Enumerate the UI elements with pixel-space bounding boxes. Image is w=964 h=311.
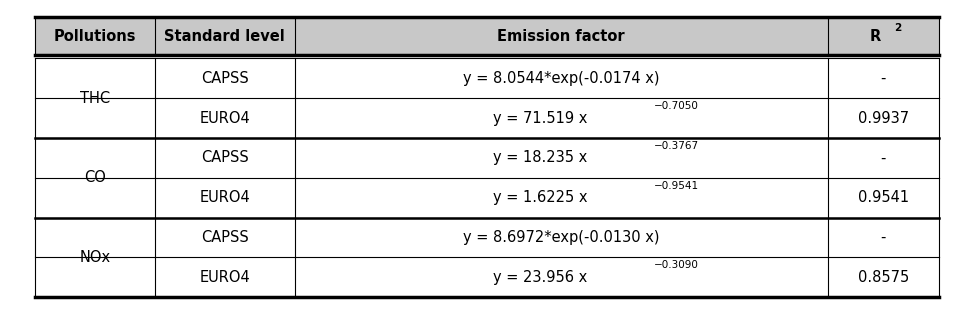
Text: 0.8575: 0.8575 (858, 270, 909, 285)
Text: −0.3090: −0.3090 (654, 260, 699, 271)
Bar (35, 178, 939, 218)
Text: CAPSS: CAPSS (201, 151, 249, 165)
Bar (35, 138, 939, 178)
Text: y = 1.6225 x: y = 1.6225 x (493, 190, 587, 205)
Text: -: - (881, 230, 886, 245)
Text: NOx: NOx (80, 250, 111, 265)
Text: y = 71.519 x: y = 71.519 x (493, 111, 587, 126)
Text: EURO4: EURO4 (200, 270, 251, 285)
Text: CO: CO (84, 170, 106, 185)
Text: CAPSS: CAPSS (201, 71, 249, 86)
Text: 0.9541: 0.9541 (858, 190, 909, 205)
Bar (35, 17, 939, 55)
Text: −0.7050: −0.7050 (654, 101, 699, 111)
Text: y = 8.6972*exp(-0.0130 x): y = 8.6972*exp(-0.0130 x) (463, 230, 659, 245)
Bar (35, 218, 939, 258)
Bar (35, 98, 939, 138)
Text: -: - (881, 151, 886, 165)
Text: y = 23.956 x: y = 23.956 x (493, 270, 587, 285)
Text: y = 18.235 x: y = 18.235 x (493, 151, 587, 165)
Text: Emission factor: Emission factor (497, 29, 625, 44)
Text: y = 8.0544*exp(-0.0174 x): y = 8.0544*exp(-0.0174 x) (463, 71, 659, 86)
Text: -: - (881, 71, 886, 86)
Text: CAPSS: CAPSS (201, 230, 249, 245)
Text: 0.9937: 0.9937 (858, 111, 909, 126)
Text: Pollutions: Pollutions (54, 29, 136, 44)
Text: THC: THC (80, 91, 110, 106)
Bar (35, 258, 939, 297)
Bar (35, 58, 939, 98)
Text: −0.3767: −0.3767 (654, 141, 699, 151)
Text: EURO4: EURO4 (200, 190, 251, 205)
Text: R: R (870, 29, 881, 44)
Text: EURO4: EURO4 (200, 111, 251, 126)
Text: −0.9541: −0.9541 (654, 181, 699, 191)
Text: Standard level: Standard level (165, 29, 285, 44)
Text: 2: 2 (894, 23, 901, 33)
